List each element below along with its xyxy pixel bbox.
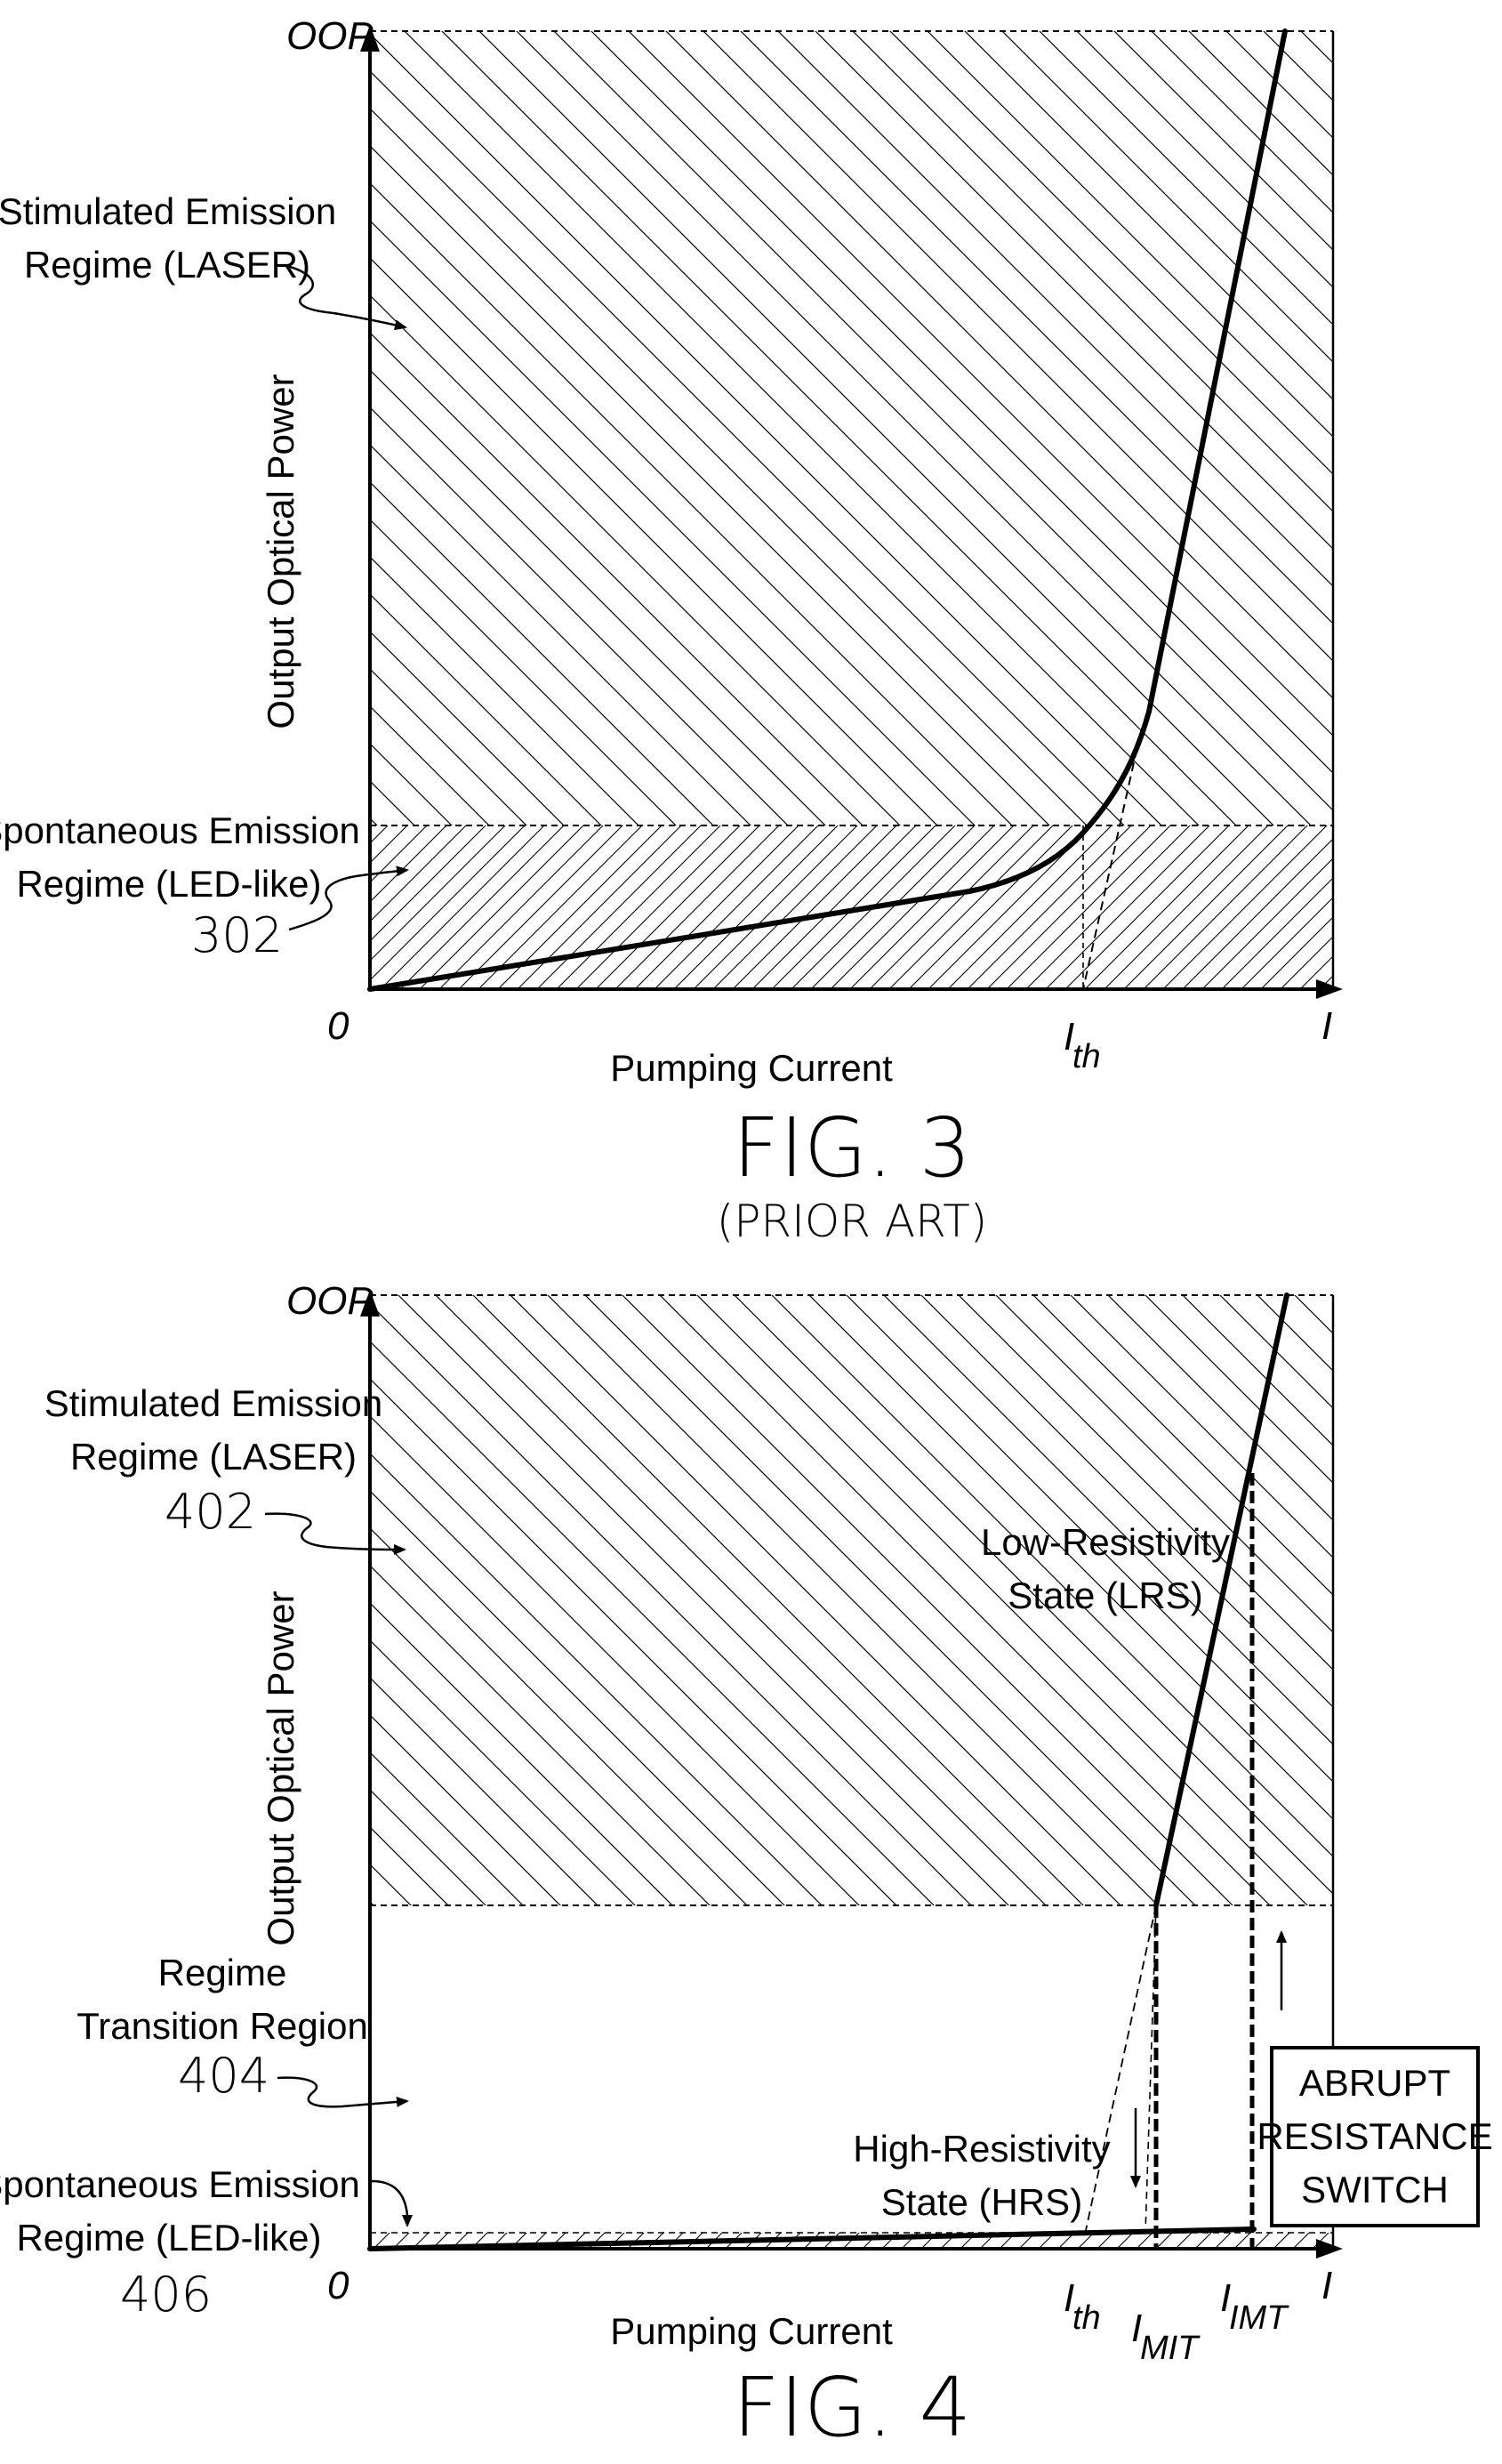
fig4-stimulated-label-1: Stimulated Emission (44, 1382, 382, 1424)
fig4-origin-tick: 0 (327, 2264, 349, 2307)
fig4-y-axis-label: Output Optical Power (260, 1590, 301, 1945)
fig3-y-axis-arrow (360, 25, 380, 52)
fig4-ith-tick-sub: th (1072, 2299, 1101, 2337)
fig4-lrs-curve (1153, 1292, 1289, 1908)
fig4-ith-tick: I (1064, 2276, 1074, 2320)
fig4-end-tick: I (1321, 2264, 1332, 2307)
fig3-oop-tick: OOP (286, 14, 373, 58)
fig3-slope-extrapolation-line (1082, 734, 1141, 990)
fig4-stimulated-label-2: Regime (LASER) (70, 1436, 357, 1478)
fig4-switch-label-2: RESISTANCE (1257, 2115, 1492, 2157)
fig4-spontaneous-label-2: Regime (LED-like) (16, 2217, 321, 2259)
fig4-imit-tick: I (1131, 2307, 1142, 2350)
fig4-x-axis-arrow (1316, 2239, 1343, 2259)
fig3-x-axis-arrow (1316, 979, 1343, 999)
fig4-spontaneous-label-1: Spontaneous Emission (0, 2163, 360, 2205)
fig4-stimulated-leader-arrow (264, 1512, 406, 1555)
fig3-stimulated-label-2: Regime (LASER) (24, 244, 310, 286)
fig4-iimt-tick: I (1220, 2276, 1231, 2320)
fig4-iimt-tick-sub: IMT (1229, 2299, 1289, 2337)
fig4-transition-label-2: Transition Region (76, 2005, 368, 2047)
fig3-spontaneous-leader-arrow (288, 866, 409, 931)
fig3-ref-302: 302 (191, 907, 283, 963)
fig3-threshold-tick-sub: th (1072, 1038, 1101, 1075)
fig4-spontaneous-leader-arrow (371, 2179, 413, 2227)
fig3-origin-tick: 0 (327, 1004, 349, 1048)
fig3-threshold-tick: I (1064, 1015, 1074, 1059)
fig4-y-axis-arrow (360, 1290, 380, 1317)
fig4-transition-label-1: Regime (158, 1952, 287, 1993)
fig4-transition-leader-arrow (277, 2076, 409, 2108)
fig4-oop-tick: OOP (286, 1279, 373, 1323)
fig3-oop-curve (367, 28, 1288, 992)
fig3-stimulated-leader-arrow (282, 263, 407, 331)
fig3-y-axis-label: Output Optical Power (260, 374, 301, 729)
fig3-caption: FIG. 3 (733, 1100, 971, 1196)
fig4-ref-404: 404 (178, 2048, 269, 2104)
fig4-hrs-curve (367, 2226, 1257, 2251)
fig4-caption: FIG. 4 (733, 2360, 971, 2455)
fig3-diagram: OOP 0 I I th Pumping Current Output Opti… (0, 14, 1343, 1247)
fig4-x-axis-label: Pumping Current (610, 2310, 893, 2352)
fig4-hrs-label-2: State (HRS) (881, 2181, 1082, 2223)
fig4-lrs-label-2: State (LRS) (1008, 1574, 1202, 1616)
fig4-switch-label-1: ABRUPT (1299, 2062, 1450, 2104)
fig3-end-tick: I (1321, 1004, 1332, 1048)
fig4-stimulated-region (370, 1295, 1333, 1905)
fig4-lrs-label-1: Low-Resistivity (981, 1521, 1230, 1563)
fig3-stimulated-region (370, 31, 1333, 825)
fig4-switch-label-3: SWITCH (1301, 2169, 1449, 2210)
fig3-x-axis-label: Pumping Current (610, 1047, 893, 1089)
fig4-ref-406: 406 (120, 2267, 212, 2323)
fig4-switch-box (1270, 2046, 1480, 2227)
fig4-hrs-label-1: High-Resistivity (853, 2128, 1110, 2170)
fig4-imit-tick-sub: MIT (1140, 2330, 1201, 2367)
fig4-diagram: OOP 0 I I th I MIT I IMT Pumping Current… (0, 1279, 1493, 2455)
fig3-stimulated-label-1: Stimulated Emission (0, 190, 336, 232)
fig3-spontaneous-label-2: Regime (LED-like) (16, 863, 321, 905)
fig3-subcaption: (PRIOR ART) (717, 1196, 988, 1247)
fig4-threshold-extrapolation-line (1084, 1904, 1157, 2235)
fig3-spontaneous-label-1: Spontaneous Emission (0, 809, 360, 851)
fig4-ref-402: 402 (165, 1484, 256, 1540)
